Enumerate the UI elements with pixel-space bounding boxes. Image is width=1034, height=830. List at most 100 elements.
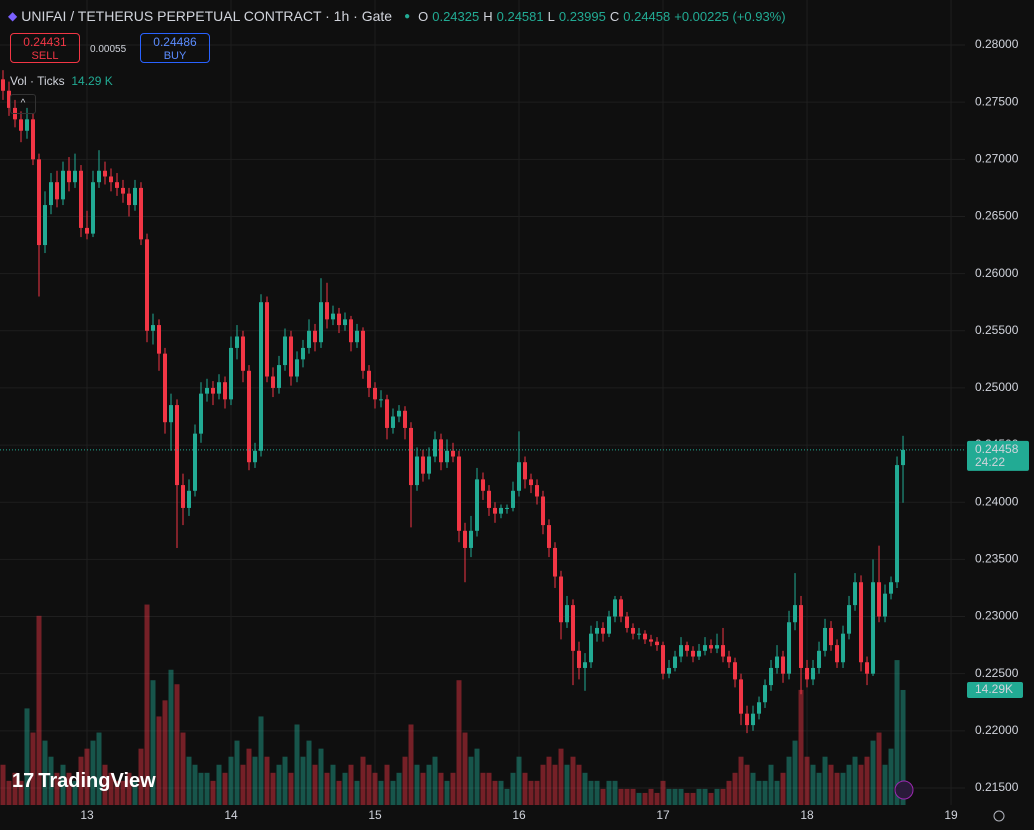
volume-bar — [234, 740, 240, 805]
candle-body — [331, 313, 336, 320]
volume-bar — [384, 764, 390, 805]
collapse-button[interactable]: ^ — [10, 94, 36, 114]
volume-bar — [840, 772, 846, 805]
candle-body — [523, 462, 528, 480]
candle-body — [625, 616, 630, 628]
candle-body — [451, 450, 456, 457]
volume-bar — [858, 764, 864, 805]
ohlc-label: H — [483, 8, 493, 24]
volume-bar — [390, 780, 396, 805]
candle-body — [739, 679, 744, 714]
logo-icon: 17 — [12, 770, 35, 792]
candle-body — [631, 627, 636, 634]
y-tick-label: 0.23500 — [975, 552, 1019, 566]
flash-icon — [894, 780, 914, 800]
volume-bar — [744, 764, 750, 805]
candle-body — [397, 410, 402, 417]
candle-body — [661, 645, 666, 674]
candle-body — [61, 170, 66, 200]
volume-bar — [342, 772, 348, 805]
volume-bar — [240, 764, 246, 805]
buy-button[interactable]: 0.24486 BUY — [140, 33, 210, 63]
sell-button[interactable]: 0.24431 SELL — [10, 33, 80, 63]
volume-bar — [336, 780, 342, 805]
volume-bar — [360, 756, 366, 805]
candle-body — [379, 399, 384, 401]
candle-body — [541, 496, 546, 526]
volume-bar — [324, 772, 330, 805]
candle-body — [355, 330, 360, 343]
logo: 17 TradingView — [12, 770, 156, 793]
volume-bar — [66, 772, 72, 805]
volume-bar — [162, 700, 168, 805]
candle-body — [577, 650, 582, 668]
volume-bar — [156, 716, 162, 805]
volume-bar — [12, 772, 18, 805]
candle-body — [487, 490, 492, 508]
y-tick-label: 0.27500 — [975, 94, 1019, 108]
volume-bar — [594, 780, 600, 805]
candle-body — [49, 182, 54, 206]
candle-body — [583, 662, 588, 668]
symbol-icon: ◆ — [8, 9, 18, 23]
volume-bar — [180, 732, 186, 805]
volume-bar — [36, 615, 42, 805]
volume-bar — [654, 792, 660, 805]
candle-body — [463, 530, 468, 548]
candle-body — [457, 456, 462, 531]
volume-bar — [96, 732, 102, 805]
candle-body — [643, 633, 648, 640]
candle-body — [589, 633, 594, 663]
candle-body — [211, 387, 216, 394]
candle-body — [697, 650, 702, 657]
candle-body — [43, 205, 48, 246]
volume-bar — [684, 792, 690, 805]
y-tick-label: 0.22000 — [975, 723, 1019, 737]
volume-bar — [402, 756, 408, 805]
y-tick-label: 0.26000 — [975, 266, 1019, 280]
candle-body — [19, 119, 24, 131]
volume-bar — [792, 740, 798, 805]
candle-body — [55, 182, 60, 200]
volume-bar — [504, 788, 510, 805]
volume-bar — [432, 756, 438, 805]
candle-body — [361, 330, 366, 371]
ohlc-label: C — [609, 8, 620, 24]
volume-bar — [714, 788, 720, 805]
candle-body — [343, 319, 348, 326]
volume-bar — [252, 756, 258, 805]
volume-bar — [702, 788, 708, 805]
volume-bar — [864, 756, 870, 805]
x-tick-label: 13 — [80, 808, 94, 822]
candle-body — [619, 599, 624, 617]
volume-bar — [6, 780, 12, 805]
volume-bar — [318, 748, 324, 805]
volume-bar — [750, 772, 756, 805]
last-price-box — [967, 440, 1029, 471]
volume-bar — [222, 772, 228, 805]
volume-bar — [192, 764, 198, 805]
volume-bar — [774, 780, 780, 805]
volume-bar — [366, 764, 372, 805]
candle-body — [859, 582, 864, 663]
candle-body — [241, 336, 246, 371]
volume-bar — [828, 764, 834, 805]
status-dot: ● — [404, 10, 411, 22]
candle-body — [601, 627, 606, 634]
volume-bar — [144, 604, 150, 805]
candle-body — [781, 656, 786, 674]
candle-body — [475, 479, 480, 531]
candle-body — [823, 627, 828, 651]
low-value: 0.23995 — [558, 8, 606, 24]
volume-bar — [186, 756, 192, 805]
volume-bar — [870, 740, 876, 805]
x-tick-label: 19 — [944, 808, 958, 822]
volume-bar — [330, 764, 336, 805]
spread: 0.00055 — [90, 44, 127, 55]
volume-bar — [78, 756, 84, 805]
volume-bar — [636, 792, 642, 805]
volume-bar — [780, 772, 786, 805]
volume-bar — [534, 780, 540, 805]
candle-body — [301, 347, 306, 360]
